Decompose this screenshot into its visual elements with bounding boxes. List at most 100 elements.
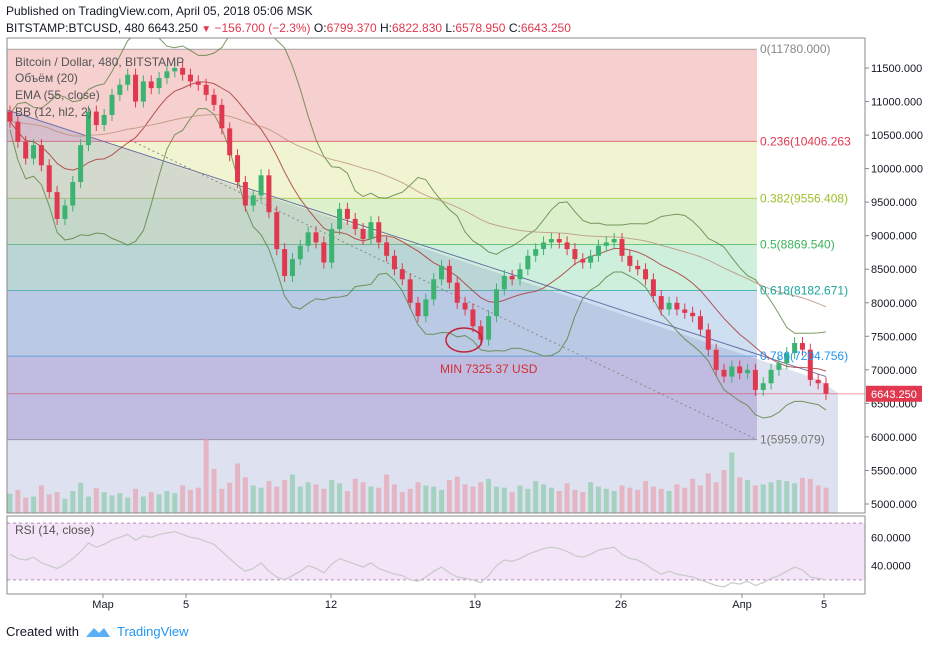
close-label: C: <box>508 21 521 35</box>
time-tick-label: 5 <box>821 599 827 611</box>
candle-body <box>31 145 37 159</box>
candle-body <box>556 239 562 243</box>
candle-body <box>85 111 91 146</box>
price-tick-label: 7000.000 <box>871 365 917 377</box>
candle-body <box>344 208 350 219</box>
candle-body <box>603 242 609 246</box>
open-label: O: <box>313 21 327 35</box>
volume-bar <box>737 477 743 513</box>
candle-body <box>815 379 821 384</box>
candle-body <box>133 74 139 102</box>
candle-body <box>745 369 751 374</box>
created-with-label: Created with <box>6 624 79 639</box>
fib-label: 0.236(10406.263 <box>760 134 851 148</box>
volume-bar <box>823 487 829 513</box>
candle-body <box>78 145 84 183</box>
volume-bar <box>313 484 319 513</box>
volume-bar <box>258 487 264 513</box>
volume-bar <box>38 485 44 513</box>
candle-body <box>337 208 343 229</box>
symbol-label: BITSTAMP:BTCUSD, 480 <box>6 21 145 35</box>
candle-body <box>148 81 154 89</box>
fib-label: 0.618(8182.671) <box>760 284 848 298</box>
candle-body <box>258 175 264 196</box>
volume-bar <box>697 485 703 513</box>
volume-bar <box>172 493 178 513</box>
volume-bar <box>297 486 303 513</box>
candle-body <box>501 275 507 290</box>
volume-bar <box>658 488 664 513</box>
candle-body <box>368 222 374 240</box>
candle-body <box>737 366 743 374</box>
volume-bar <box>407 488 413 513</box>
candle-body <box>187 74 193 82</box>
volume-bar <box>305 482 311 513</box>
volume-bar <box>541 484 547 513</box>
price-tick-label: 8000.000 <box>871 298 917 310</box>
volume-bar <box>274 486 280 513</box>
volume-bar <box>101 492 107 513</box>
candle-body <box>564 242 570 250</box>
volume-bar <box>517 485 523 513</box>
candle-body <box>486 316 492 340</box>
volume-bar <box>588 482 594 513</box>
candle-body <box>768 369 774 384</box>
down-triangle-icon: ▼ <box>201 24 212 35</box>
volume-bar <box>627 487 633 513</box>
legend-volume: Объём (20) <box>15 71 78 85</box>
rsi-tick-label: 40.0000 <box>871 561 911 573</box>
bollinger-upper <box>9 38 827 334</box>
candle-body <box>493 289 499 317</box>
candle-body <box>360 228 366 240</box>
tradingview-brand-link[interactable]: TradingView <box>116 624 189 639</box>
candle-body <box>399 269 405 280</box>
fib-band <box>7 244 757 291</box>
candle-body <box>517 269 523 280</box>
candle-body <box>643 269 649 280</box>
volume-bar <box>164 491 170 513</box>
price-tick-label: 5500.000 <box>871 465 917 477</box>
candle-body <box>140 81 146 102</box>
close-value: 6643.250 <box>520 21 571 35</box>
time-tick-label: Апр <box>732 599 751 611</box>
candle-body <box>297 245 303 260</box>
volume-bar <box>705 473 711 513</box>
ohlc-line: BITSTAMP:BTCUSD, 480 6643.250 ▼ −156.700… <box>6 21 571 35</box>
volume-bar <box>352 478 358 513</box>
volume-bar <box>117 493 123 513</box>
last-price: 6643.250 <box>147 21 198 35</box>
volume-bar <box>745 480 751 513</box>
volume-bar <box>493 486 499 513</box>
volume-bar <box>78 482 84 513</box>
volume-bar <box>344 491 350 513</box>
candle-body <box>439 265 445 280</box>
candle-body <box>611 239 617 243</box>
volume-bar <box>619 485 625 513</box>
volume-bar <box>595 486 601 513</box>
volume-bar <box>501 487 507 513</box>
bollinger-basis <box>9 81 827 372</box>
candle-body <box>266 175 272 213</box>
volume-bar <box>46 494 52 513</box>
volume-bar <box>7 493 13 513</box>
volume-bar <box>462 484 468 513</box>
fib-label: 1(5959.079) <box>760 433 825 447</box>
candle-body <box>180 68 186 75</box>
volume-bar <box>156 494 162 513</box>
legend-bb: BB (12, hl2, 2) <box>15 105 92 119</box>
candle-body <box>807 349 813 380</box>
volume-bar <box>125 497 131 513</box>
candle-body <box>729 366 735 377</box>
price-tick-label: 11500.000 <box>871 63 922 75</box>
volume-bar <box>93 488 99 513</box>
volume-bar <box>752 485 758 513</box>
candle-body <box>784 353 790 364</box>
candle-body <box>282 249 288 276</box>
candle-body <box>289 259 295 276</box>
volume-bar <box>242 477 248 513</box>
price-tick-label: 6000.000 <box>871 432 917 444</box>
candle-body <box>446 265 452 283</box>
price-tick-label: 7500.000 <box>871 331 917 343</box>
rsi-label: RSI (14, close) <box>15 523 94 537</box>
